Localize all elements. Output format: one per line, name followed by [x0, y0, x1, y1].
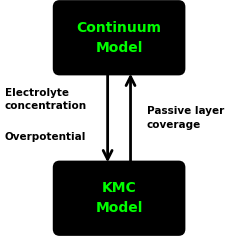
Text: Passive layer
coverage: Passive layer coverage	[147, 105, 224, 131]
FancyBboxPatch shape	[54, 1, 184, 74]
Text: Overpotential: Overpotential	[5, 132, 86, 142]
Text: Continuum
Model: Continuum Model	[76, 21, 162, 55]
Text: KMC
Model: KMC Model	[95, 181, 143, 215]
Text: Electrolyte
concentration: Electrolyte concentration	[5, 88, 87, 110]
FancyBboxPatch shape	[54, 162, 184, 235]
